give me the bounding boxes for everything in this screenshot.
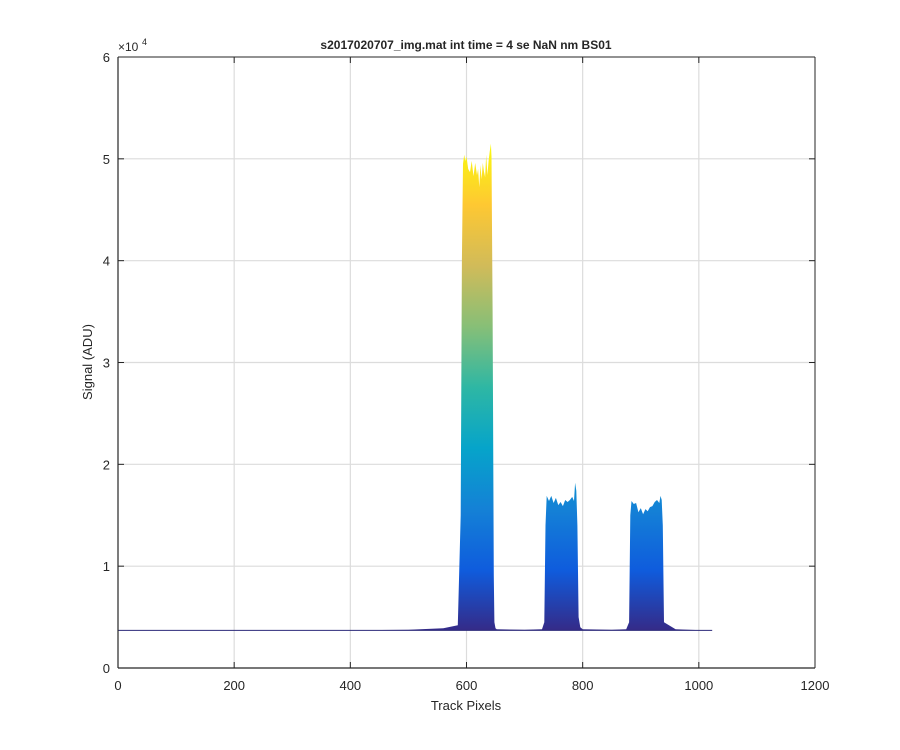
x-tick-label: 400: [339, 678, 361, 693]
y-exponent: ×10 4: [118, 37, 147, 54]
y-tick-label: 3: [103, 356, 110, 371]
axis-ticks: 0 200 400 600 800 1000 1200 0 1 2 3 4 5 6: [103, 50, 830, 693]
series-area: [118, 143, 713, 631]
x-tick-label: 1000: [684, 678, 713, 693]
x-tick-label: 1200: [801, 678, 830, 693]
y-exponent-power: 4: [142, 37, 147, 47]
y-tick-label: 5: [103, 152, 110, 167]
chart-title: s2017020707_img.mat int time = 4 se NaN …: [320, 38, 611, 52]
x-tick-label: 200: [223, 678, 245, 693]
x-tick-label: 600: [456, 678, 478, 693]
y-tick-label: 4: [103, 254, 110, 269]
y-tick-label: 2: [103, 457, 110, 472]
y-tick-label: 1: [103, 559, 110, 574]
x-tick-label: 0: [114, 678, 121, 693]
y-axis-label: Signal (ADU): [80, 324, 95, 400]
y-tick-label: 6: [103, 50, 110, 65]
y-exponent-base: ×10: [118, 40, 139, 54]
x-axis-label: Track Pixels: [431, 698, 502, 713]
y-tick-label: 0: [103, 661, 110, 676]
x-tick-label: 800: [572, 678, 594, 693]
